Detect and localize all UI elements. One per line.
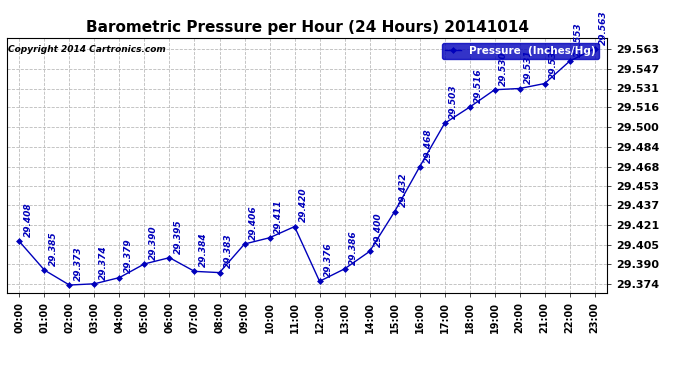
Text: 29.373: 29.373 <box>74 246 83 281</box>
Pressure  (Inches/Hg) <box>166 255 174 260</box>
Legend: Pressure  (Inches/Hg): Pressure (Inches/Hg) <box>442 43 599 59</box>
Pressure  (Inches/Hg) <box>140 262 148 266</box>
Text: 29.379: 29.379 <box>124 239 132 273</box>
Pressure  (Inches/Hg) <box>40 268 48 272</box>
Text: 29.395: 29.395 <box>174 219 183 254</box>
Pressure  (Inches/Hg) <box>190 269 199 274</box>
Pressure  (Inches/Hg) <box>115 275 124 280</box>
Text: 29.406: 29.406 <box>248 205 257 240</box>
Pressure  (Inches/Hg) <box>466 105 474 110</box>
Pressure  (Inches/Hg) <box>340 267 348 271</box>
Pressure  (Inches/Hg) <box>566 59 574 63</box>
Text: 29.384: 29.384 <box>199 232 208 267</box>
Pressure  (Inches/Hg) <box>240 242 248 246</box>
Text: 29.390: 29.390 <box>148 225 157 260</box>
Pressure  (Inches/Hg) <box>266 236 274 240</box>
Text: 29.400: 29.400 <box>374 213 383 247</box>
Text: 29.553: 29.553 <box>574 22 583 57</box>
Pressure  (Inches/Hg) <box>290 224 299 229</box>
Pressure  (Inches/Hg) <box>515 86 524 91</box>
Text: 29.516: 29.516 <box>474 68 483 103</box>
Pressure  (Inches/Hg) <box>315 279 324 284</box>
Pressure  (Inches/Hg) <box>215 270 224 275</box>
Text: 29.374: 29.374 <box>99 245 108 280</box>
Text: 29.535: 29.535 <box>549 45 558 80</box>
Pressure  (Inches/Hg) <box>415 165 424 169</box>
Pressure  (Inches/Hg) <box>391 209 399 214</box>
Text: 29.376: 29.376 <box>324 243 333 277</box>
Text: Copyright 2014 Cartronics.com: Copyright 2014 Cartronics.com <box>8 45 166 54</box>
Pressure  (Inches/Hg) <box>15 239 23 244</box>
Text: 29.408: 29.408 <box>23 203 32 237</box>
Text: 29.468: 29.468 <box>424 128 433 163</box>
Pressure  (Inches/Hg) <box>440 121 449 126</box>
Line: Pressure  (Inches/Hg): Pressure (Inches/Hg) <box>17 46 597 287</box>
Text: 29.503: 29.503 <box>448 84 457 119</box>
Text: 29.420: 29.420 <box>299 188 308 222</box>
Pressure  (Inches/Hg) <box>66 283 74 287</box>
Text: 29.411: 29.411 <box>274 199 283 234</box>
Text: 29.531: 29.531 <box>524 50 533 84</box>
Pressure  (Inches/Hg) <box>591 46 599 51</box>
Text: 29.386: 29.386 <box>348 230 357 265</box>
Text: 29.385: 29.385 <box>48 231 57 266</box>
Title: Barometric Pressure per Hour (24 Hours) 20141014: Barometric Pressure per Hour (24 Hours) … <box>86 20 529 35</box>
Text: 29.432: 29.432 <box>399 173 408 207</box>
Pressure  (Inches/Hg) <box>540 81 549 86</box>
Text: 29.563: 29.563 <box>599 10 608 45</box>
Text: 29.530: 29.530 <box>499 51 508 86</box>
Pressure  (Inches/Hg) <box>90 282 99 286</box>
Pressure  (Inches/Hg) <box>491 87 499 92</box>
Pressure  (Inches/Hg) <box>366 249 374 254</box>
Text: 29.383: 29.383 <box>224 234 233 268</box>
